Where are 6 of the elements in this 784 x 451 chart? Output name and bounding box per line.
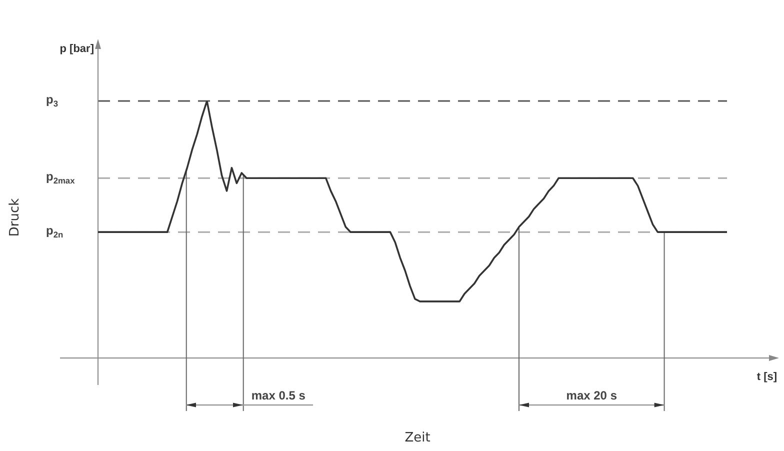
text: Druck	[7, 198, 22, 237]
text: max 20 s	[566, 388, 618, 402]
y-axis-title: p [bar]	[60, 43, 94, 56]
text: max 0.5 s	[251, 388, 306, 402]
x-axis-title: t [s]	[756, 371, 778, 384]
text: Zeit	[404, 430, 430, 446]
